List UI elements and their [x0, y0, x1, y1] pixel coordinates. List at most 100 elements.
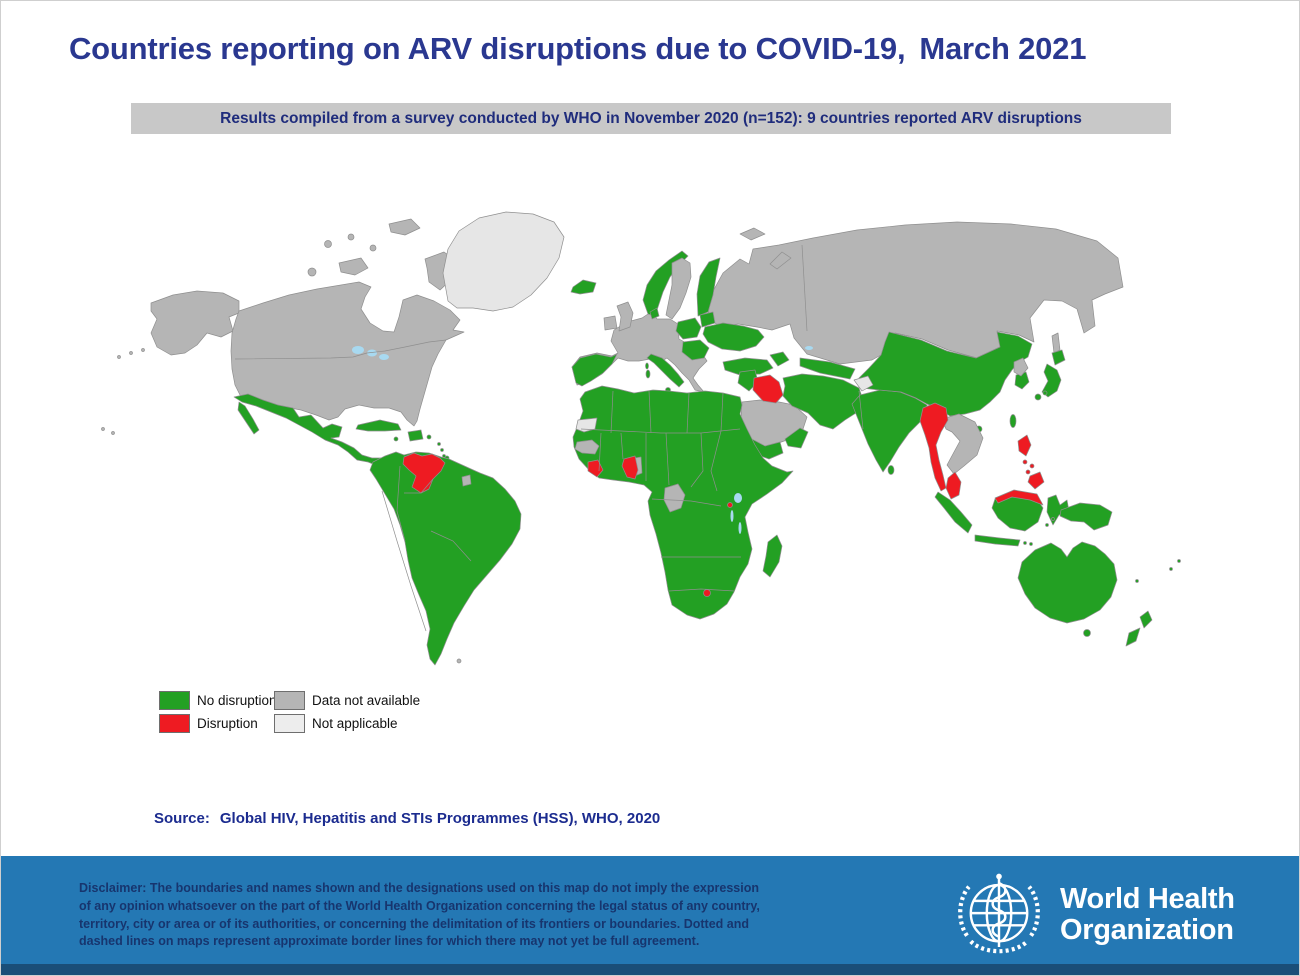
internal-border-line — [686, 392, 690, 434]
region-indochina — [941, 413, 984, 475]
internal-border-line — [648, 390, 652, 434]
region-bali — [1023, 541, 1027, 545]
region-honshu — [1041, 363, 1062, 398]
who-wordmark-line2: Organization — [1060, 914, 1234, 946]
region-fiji-1 — [1169, 567, 1173, 571]
world-map-svg — [101, 211, 1181, 666]
region-india — [851, 389, 928, 473]
region-greenland — [442, 211, 565, 312]
region-iraq — [752, 374, 784, 404]
title-date: March 2021 — [919, 31, 1087, 66]
region-nz-south — [1125, 627, 1141, 647]
region-oman — [784, 427, 809, 449]
region-puerto-rico — [426, 434, 432, 440]
internal-border-line — [858, 390, 864, 430]
internal-border-line — [620, 432, 624, 460]
internal-border-line — [668, 588, 735, 592]
legend-item-disruption: Disruption — [159, 713, 277, 733]
region-lake-malawi — [738, 522, 742, 534]
region-french-guiana — [461, 474, 472, 487]
region-russia-kazakhstan-mongolia — [706, 221, 1124, 365]
region-senegal-gambia — [574, 439, 600, 455]
legend-label: No disruption — [197, 692, 277, 708]
region-fiji-2 — [1177, 559, 1181, 563]
region-ukraine — [702, 322, 765, 352]
region-malaysia-borneo — [994, 489, 1044, 506]
region-philippines-luzon — [1017, 434, 1032, 457]
region-aleutians — [129, 351, 133, 355]
legend-swatch-no-disruption — [159, 690, 190, 710]
region-australia — [1017, 541, 1118, 624]
region-sardinia — [645, 369, 651, 379]
internal-border-line — [404, 478, 434, 494]
region-sumatra — [934, 491, 973, 534]
footer-accent-strip — [1, 964, 1299, 975]
region-svalbard — [739, 227, 766, 241]
region-lake-erie-ontario — [379, 354, 389, 360]
region-ghana — [621, 455, 639, 480]
region-alaska — [150, 290, 240, 356]
region-baltics — [699, 311, 716, 328]
region-sri-lanka — [887, 465, 895, 475]
region-tasmania — [1083, 629, 1091, 637]
region-aleutians2 — [117, 355, 121, 359]
source-text: Global HIV, Hepatitis and STIs Programme… — [219, 810, 661, 827]
legend-label: Data not available — [312, 692, 421, 708]
internal-border-line — [381, 490, 427, 632]
legend-label: Disruption — [197, 715, 258, 731]
banner-text: Results compiled from a survey conducted… — [220, 109, 1082, 127]
region-italy — [646, 353, 685, 388]
region-hispaniola — [407, 429, 424, 442]
region-lesotho — [703, 589, 711, 597]
internal-border-line — [665, 432, 670, 486]
region-lombok — [1029, 542, 1033, 546]
region-congo — [663, 483, 686, 513]
region-arctic-4 — [347, 233, 355, 241]
region-sweden — [665, 257, 692, 320]
region-sakhalin — [1051, 332, 1061, 354]
region-lake-huron — [367, 349, 377, 357]
region-taiwan — [1009, 414, 1017, 428]
region-aleutians3 — [141, 348, 145, 352]
region-iberia — [571, 353, 618, 387]
region-lake-victoria — [734, 493, 742, 503]
region-hokkaido — [1051, 349, 1066, 366]
region-corsica — [645, 362, 649, 370]
region-ireland — [603, 315, 618, 331]
internal-border-line — [720, 392, 724, 432]
region-arctic-1 — [307, 267, 317, 277]
region-maluku-2 — [1045, 523, 1049, 527]
survey-results-banner: Results compiled from a survey conducted… — [131, 103, 1171, 134]
legend-swatch-disruption — [159, 713, 190, 733]
region-jamaica — [393, 436, 399, 442]
region-new-guinea — [1059, 502, 1113, 531]
region-philippines-visayas-1 — [1022, 459, 1028, 465]
world-map — [56, 153, 1266, 698]
internal-border-line — [598, 432, 602, 472]
legend-swatch-not-applicable — [274, 713, 305, 733]
internal-border-line — [396, 465, 406, 542]
region-north-korea — [1013, 357, 1029, 377]
region-central-asia — [799, 357, 856, 380]
region-western-sahara — [575, 417, 598, 433]
region-hawaii-1 — [101, 427, 105, 431]
title-main: Countries reporting on ARV disruptions d… — [69, 31, 906, 66]
region-malaysia-peninsular — [945, 471, 962, 500]
region-kyushu — [1034, 393, 1042, 401]
region-denmark — [649, 307, 660, 320]
internal-border-line — [651, 498, 722, 507]
legend-item-not-applicable: Not applicable — [274, 713, 420, 733]
internal-border-line — [610, 390, 614, 434]
region-baja-california — [237, 401, 260, 435]
who-wordmark-line1: World Health — [1060, 882, 1235, 915]
region-new-caledonia — [1135, 579, 1139, 583]
region-java — [974, 534, 1021, 547]
region-antilles-2 — [440, 448, 444, 452]
legend-swatch-data-not-available — [274, 690, 305, 710]
region-great-britain — [616, 301, 634, 332]
source-line: Source: Global HIV, Hepatitis and STIs Pr… — [154, 810, 660, 827]
internal-border-line — [234, 339, 447, 360]
internal-border-line — [690, 432, 704, 488]
region-shikoku — [1042, 390, 1048, 396]
